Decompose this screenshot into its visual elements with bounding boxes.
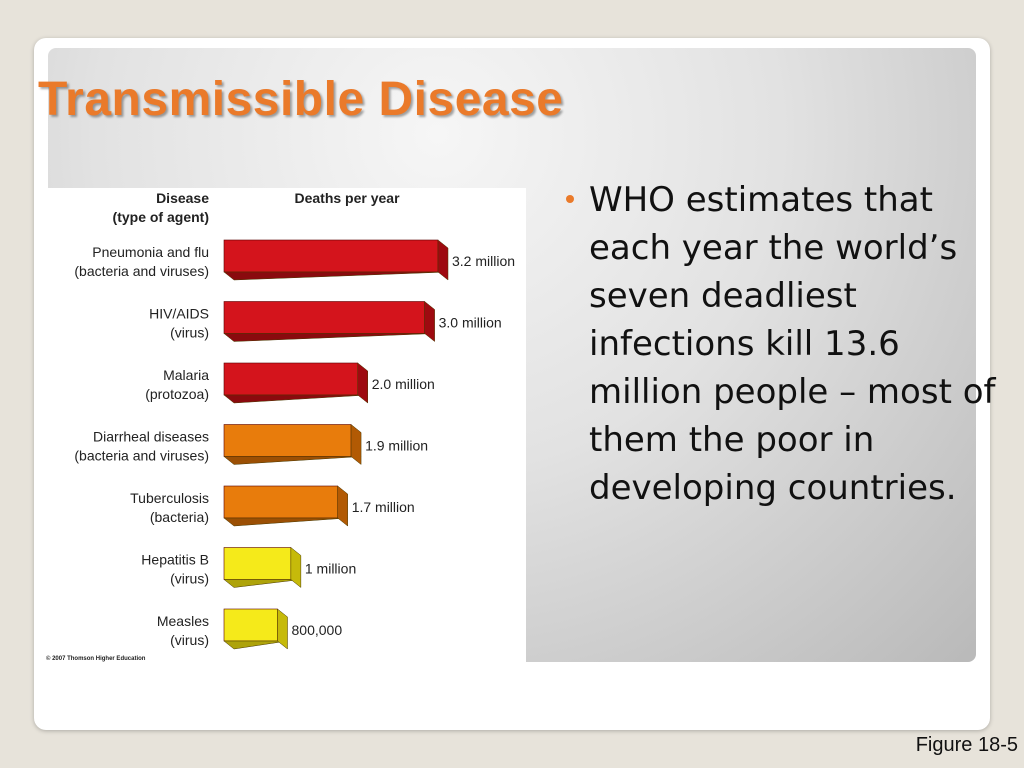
bar-side (357, 362, 368, 404)
bar-bottom (223, 394, 368, 404)
category-agent-label: (virus) (170, 325, 209, 341)
category-agent-label: (protozoa) (145, 386, 209, 402)
bar-front (223, 547, 292, 580)
bullet-dot-icon (566, 195, 574, 203)
value-label: 1 million (305, 561, 356, 577)
category-label: Diarrheal diseases (93, 429, 209, 445)
bar-bottom (223, 333, 435, 342)
bar-side (337, 485, 348, 527)
category-label: Malaria (163, 367, 209, 383)
category-header: Disease (156, 190, 209, 206)
bar-side (350, 423, 362, 466)
bar-front (223, 301, 425, 334)
bar-side (290, 546, 302, 589)
bar-bottom (223, 517, 348, 527)
category-label: Hepatitis B (141, 552, 209, 568)
bar-bottom (223, 456, 362, 465)
bar-bottom (223, 640, 288, 650)
bar-front (223, 362, 359, 396)
bar-front (223, 608, 278, 642)
figure-caption: Figure 18-5 (915, 734, 1018, 756)
category-label: HIV/AIDS (149, 306, 209, 322)
category-agent-label: (virus) (170, 632, 209, 648)
category-agent-label: (virus) (170, 571, 209, 587)
category-agent-label: (bacteria and viruses) (74, 448, 209, 464)
value-label: 1.7 million (352, 499, 415, 515)
disease-deaths-chart: Disease (type of agent) Deaths per year Pne… (36, 188, 526, 663)
bar-front (223, 239, 439, 273)
category-label: Tuberculosis (130, 490, 209, 506)
bar-front (223, 485, 338, 519)
bar-side (277, 608, 288, 650)
bar-side (424, 300, 435, 343)
bar-side (437, 239, 449, 281)
value-label: 3.2 million (452, 253, 515, 269)
value-header: Deaths per year (294, 190, 400, 206)
bar-bottom (223, 579, 301, 588)
value-label: 800,000 (292, 622, 343, 638)
bar-front (223, 424, 352, 457)
category-label: Pneumonia and flu (92, 244, 209, 260)
value-label: 1.9 million (365, 438, 428, 454)
category-agent-label: (bacteria and viruses) (74, 263, 209, 279)
bullet-text: WHO estimates that each year the world’s… (589, 180, 996, 508)
value-label: 3.0 million (439, 315, 502, 331)
value-label: 2.0 million (372, 376, 435, 392)
category-header-subtitle: (type of agent) (113, 209, 209, 225)
copyright-label: © 2007 Thomson Higher Education (46, 655, 146, 662)
category-agent-label: (bacteria) (150, 509, 209, 525)
bar-bottom (223, 271, 449, 281)
slide-title: Transmissible Disease (38, 73, 564, 126)
chart-svg: Disease (type of agent) Deaths per year Pne… (46, 190, 515, 662)
category-label: Measles (157, 613, 209, 629)
